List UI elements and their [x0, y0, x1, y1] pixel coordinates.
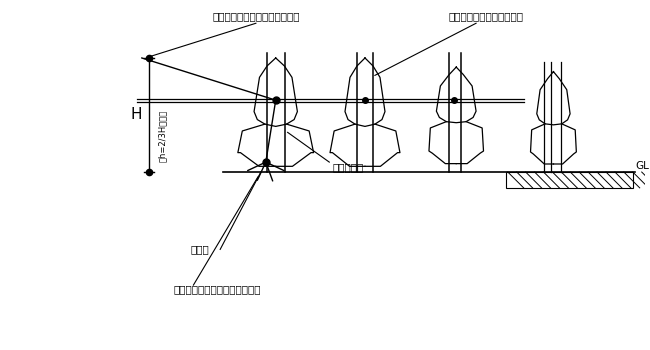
- Text: 釘打ち鉄線掛け又はボルト締め: 釘打ち鉄線掛け又はボルト締め: [212, 11, 300, 21]
- Text: （h=2/3H以外）: （h=2/3H以外）: [158, 110, 166, 162]
- Bar: [506, 172, 633, 188]
- Text: 面取り: 面取り: [190, 244, 209, 254]
- Text: 杉皮・しゅろなわ掛け結束: 杉皮・しゅろなわ掛け結束: [448, 11, 523, 21]
- Text: 竹又は丸太: 竹又は丸太: [332, 162, 363, 172]
- Text: H: H: [130, 107, 142, 122]
- Text: GL: GL: [636, 161, 649, 171]
- Text: 釘打ち鉄線掛け又はボルト締め: 釘打ち鉄線掛け又はボルト締め: [174, 284, 261, 294]
